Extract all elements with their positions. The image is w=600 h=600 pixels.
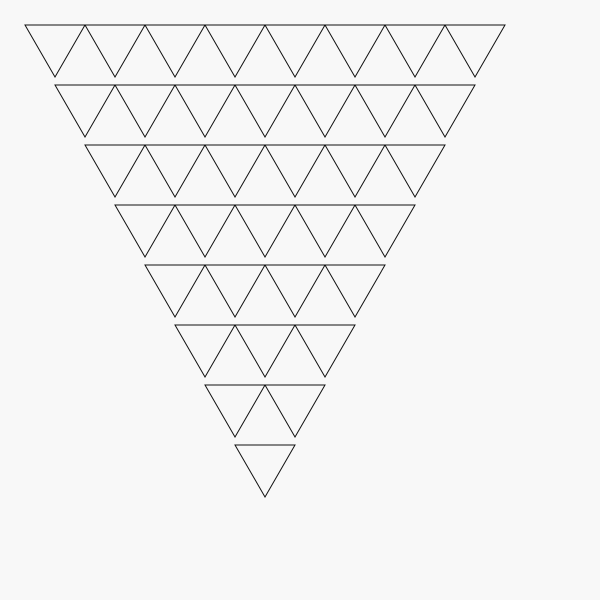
- triangle-row-4: [114, 204, 416, 259]
- triangle: [204, 264, 266, 319]
- triangle-row-6: [174, 324, 356, 379]
- triangle: [444, 24, 506, 79]
- triangle: [234, 204, 296, 259]
- triangle: [84, 24, 146, 79]
- triangle: [324, 264, 386, 319]
- triangle: [174, 324, 236, 379]
- triangle: [264, 24, 326, 79]
- triangle: [204, 24, 266, 79]
- triangle-row-5: [144, 264, 386, 319]
- triangle: [114, 84, 176, 139]
- triangle: [294, 84, 356, 139]
- triangle: [144, 144, 206, 199]
- triangle: [354, 204, 416, 259]
- triangle-row-2: [54, 84, 476, 139]
- triangle: [324, 24, 386, 79]
- triangle: [174, 84, 236, 139]
- triangle-rows: [24, 24, 506, 499]
- triangle: [384, 144, 446, 199]
- triangle: [264, 384, 326, 439]
- triangle: [234, 444, 296, 499]
- triangle: [354, 84, 416, 139]
- triangle: [144, 24, 206, 79]
- triangle: [204, 384, 266, 439]
- triangle-row-8: [234, 444, 296, 499]
- triangle: [114, 204, 176, 259]
- triangle: [234, 84, 296, 139]
- triangle-row-3: [84, 144, 446, 199]
- triangle: [84, 144, 146, 199]
- triangle: [144, 264, 206, 319]
- triangle: [324, 144, 386, 199]
- triangle: [294, 324, 356, 379]
- triangle: [414, 84, 476, 139]
- triangle: [234, 324, 296, 379]
- triangle-row-1: [24, 24, 506, 79]
- triangle: [174, 204, 236, 259]
- triangle-row-7: [204, 384, 326, 439]
- triangle: [294, 204, 356, 259]
- triangle: [264, 144, 326, 199]
- triangle: [384, 24, 446, 79]
- triangle: [204, 144, 266, 199]
- triangle: [264, 264, 326, 319]
- triangle: [24, 24, 86, 79]
- triangle: [54, 84, 116, 139]
